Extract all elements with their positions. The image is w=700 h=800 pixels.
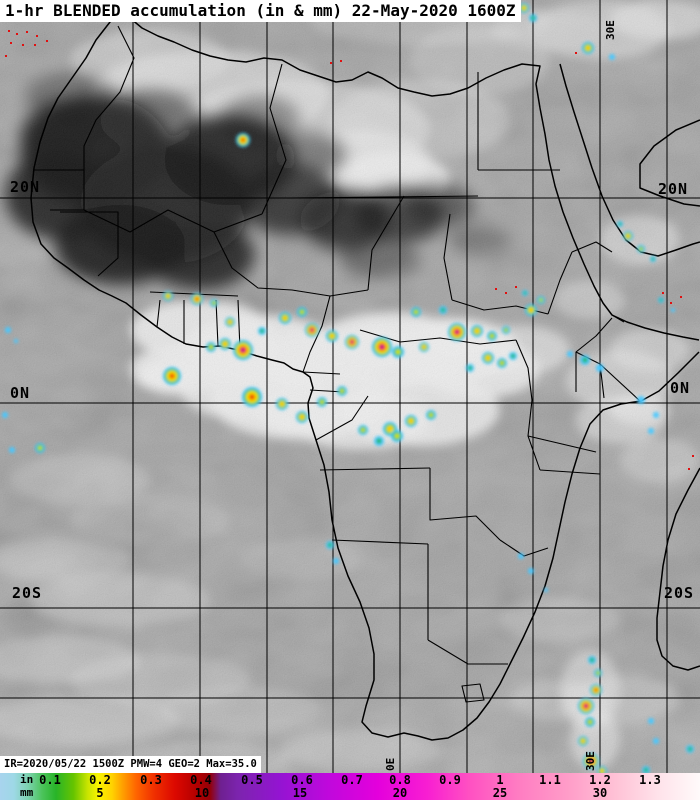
legend-gradient	[0, 773, 700, 800]
legend-tick-in: 0.3	[140, 773, 162, 787]
coastlines	[30, 9, 700, 741]
legend-colorbar: in mm 0.1 0.2 0.3 0.4 0.5 0.6 0.7 0.8 0.…	[0, 773, 700, 800]
legend-tick-in: 0.1	[39, 773, 61, 787]
red-speckle-dots	[5, 30, 694, 470]
lat-label-left-20s: 20S	[12, 584, 43, 602]
legend-tick-mm: 20	[392, 786, 408, 800]
lat-label-left-0n: 0N	[10, 384, 31, 402]
legend-tick-in: 0.6	[291, 773, 313, 787]
precipitation-cells	[2, 3, 694, 776]
lat-label-right-20n: 20N	[658, 180, 689, 198]
legend-tick-in: 1	[496, 773, 504, 787]
legend-unit-in: in	[20, 773, 34, 786]
legend-tick-in: 0.7	[341, 773, 363, 787]
legend-tick-mm: 30	[592, 786, 608, 800]
legend-tick-in: 0.8	[389, 773, 411, 787]
legend-tick-mm: 15	[292, 786, 308, 800]
legend-tick-in: 0.5	[241, 773, 263, 787]
legend-tick-mm: 25	[492, 786, 508, 800]
legend-tick-in: 0.4	[190, 773, 212, 787]
lon-label-top-30e: 30E	[604, 20, 617, 40]
legend-tick-in: 1.1	[539, 773, 561, 787]
lon-label-bottom-0e: 0E	[384, 757, 397, 771]
product-title: 1-hr BLENDED accumulation (in & mm) 22-M…	[0, 0, 521, 22]
legend-tick-in: 0.9	[439, 773, 461, 787]
legend-tick-mm: 10	[194, 786, 210, 800]
legend-tick-in: 1.3	[639, 773, 661, 787]
status-line: IR=2020/05/22 1500Z PMW=4 GEO=2 Max=35.0	[0, 756, 261, 773]
legend-tick-in: 1.2	[589, 773, 611, 787]
legend-tick-in: 0.2	[89, 773, 111, 787]
country-borders	[34, 25, 641, 703]
lat-label-right-20s: 20S	[664, 584, 695, 602]
lat-label-left-20n: 20N	[10, 178, 41, 196]
legend-tick-mm: 5	[96, 786, 104, 800]
sensor-grain-texture	[0, 0, 700, 773]
lon-label-bottom-30e: 30E	[584, 751, 597, 771]
latlon-grid	[0, 0, 700, 773]
legend-unit-mm: mm	[20, 786, 34, 799]
lat-label-right-0n: 0N	[670, 379, 691, 397]
